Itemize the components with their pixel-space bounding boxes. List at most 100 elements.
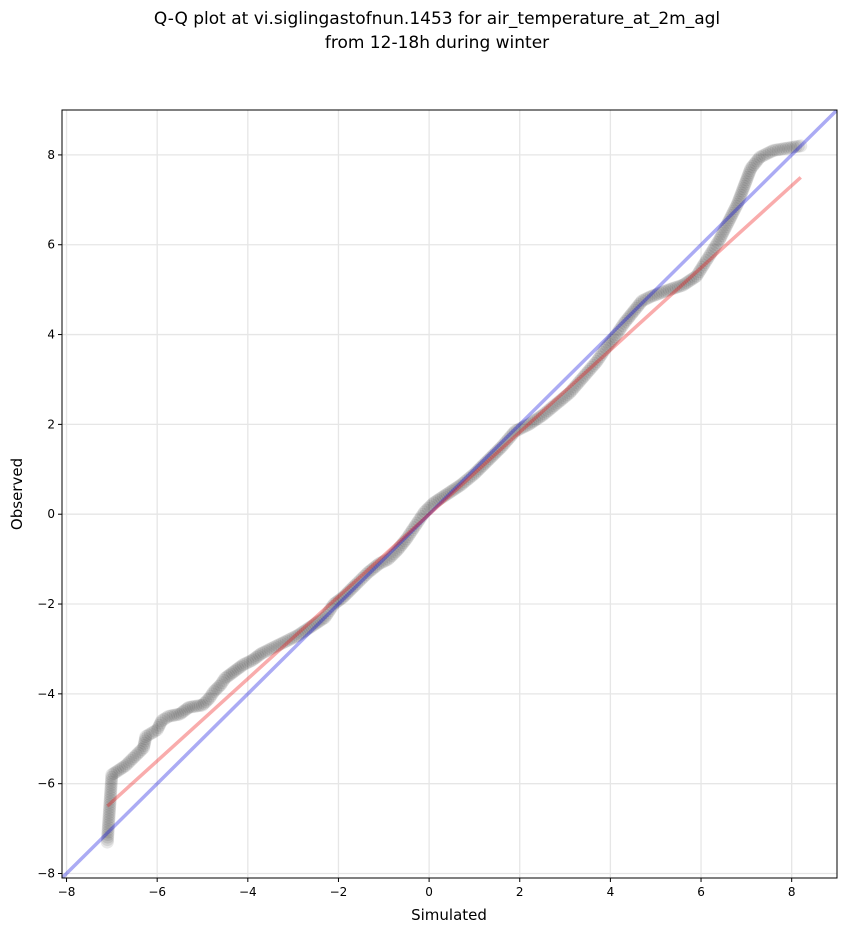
data-point (205, 687, 219, 701)
data-point (104, 780, 118, 794)
y-tick-label: −6 (37, 777, 55, 791)
data-point (591, 352, 605, 366)
data-point (771, 143, 785, 157)
data-point (501, 432, 515, 446)
data-point (503, 430, 517, 444)
data-point (212, 680, 226, 694)
data-point (593, 350, 607, 364)
data-point (665, 282, 679, 296)
data-point (446, 483, 460, 497)
x-tick-label: −6 (148, 885, 166, 899)
data-point (387, 547, 401, 561)
data-point (104, 778, 118, 792)
data-point (288, 630, 302, 644)
data-point (197, 696, 211, 710)
data-point (204, 689, 218, 703)
data-point (682, 274, 696, 288)
data-point (241, 655, 255, 669)
data-point (660, 283, 674, 297)
data-point (462, 472, 476, 486)
data-point (762, 146, 776, 160)
data-point (155, 714, 169, 728)
data-point (159, 711, 173, 725)
data-point (574, 372, 588, 386)
data-point (713, 231, 727, 245)
data-point (361, 566, 375, 580)
data-point (789, 140, 803, 154)
data-point (706, 242, 720, 256)
data-point (404, 525, 418, 539)
y-tick-label: −4 (37, 687, 55, 701)
data-point (597, 343, 611, 357)
data-point (496, 438, 510, 452)
data-point (588, 356, 602, 370)
data-point (341, 585, 355, 599)
data-point (105, 773, 119, 787)
data-point (656, 285, 670, 299)
data-point (100, 833, 114, 847)
data-point (141, 728, 155, 742)
data-point (653, 286, 667, 300)
data-point (427, 496, 441, 510)
data-point (704, 247, 718, 261)
data-point (779, 141, 793, 155)
data-point (450, 481, 464, 495)
data-point (625, 307, 639, 321)
data-point (217, 673, 231, 687)
data-point (635, 294, 649, 308)
data-point (325, 599, 339, 613)
data-point (261, 643, 275, 657)
data-point (739, 175, 753, 189)
data-point (407, 521, 421, 535)
data-point (263, 642, 277, 656)
data-point (257, 645, 271, 659)
data-point (416, 507, 430, 521)
data-point (126, 752, 140, 766)
data-point (184, 700, 198, 714)
data-point (465, 468, 479, 482)
data-point (583, 362, 597, 376)
data-point (561, 388, 575, 402)
data-point (444, 484, 458, 498)
data-point (440, 487, 454, 501)
data-point (747, 158, 761, 172)
data-point (102, 815, 116, 829)
data-point (734, 188, 748, 202)
data-point (667, 281, 681, 295)
data-point (423, 500, 437, 514)
data-point (405, 523, 419, 537)
data-point (124, 753, 138, 767)
data-point (755, 149, 769, 163)
data-point (590, 355, 604, 369)
data-point (493, 442, 507, 456)
data-point (605, 334, 619, 348)
data-point (137, 739, 151, 753)
data-point (104, 775, 118, 789)
data-point (452, 479, 466, 493)
data-point (249, 650, 263, 664)
data-point (513, 422, 527, 436)
data-point (180, 702, 194, 716)
data-point (646, 289, 660, 303)
data-point (270, 639, 284, 653)
data-point (102, 805, 116, 819)
data-point (498, 436, 512, 450)
data-point (490, 445, 504, 459)
data-point (104, 785, 118, 799)
data-point (491, 443, 505, 457)
data-point (218, 671, 232, 685)
data-point (569, 378, 583, 392)
data-point (286, 631, 300, 645)
data-point (101, 823, 115, 837)
data-point (442, 486, 456, 500)
data-point (367, 561, 381, 575)
data-point (102, 813, 116, 827)
data-point (745, 160, 759, 174)
data-point (175, 706, 189, 720)
data-point (620, 313, 634, 327)
data-point (137, 736, 151, 750)
x-tick-label: 6 (697, 885, 705, 899)
data-point (138, 732, 152, 746)
data-point (686, 272, 700, 286)
data-point (644, 289, 658, 303)
